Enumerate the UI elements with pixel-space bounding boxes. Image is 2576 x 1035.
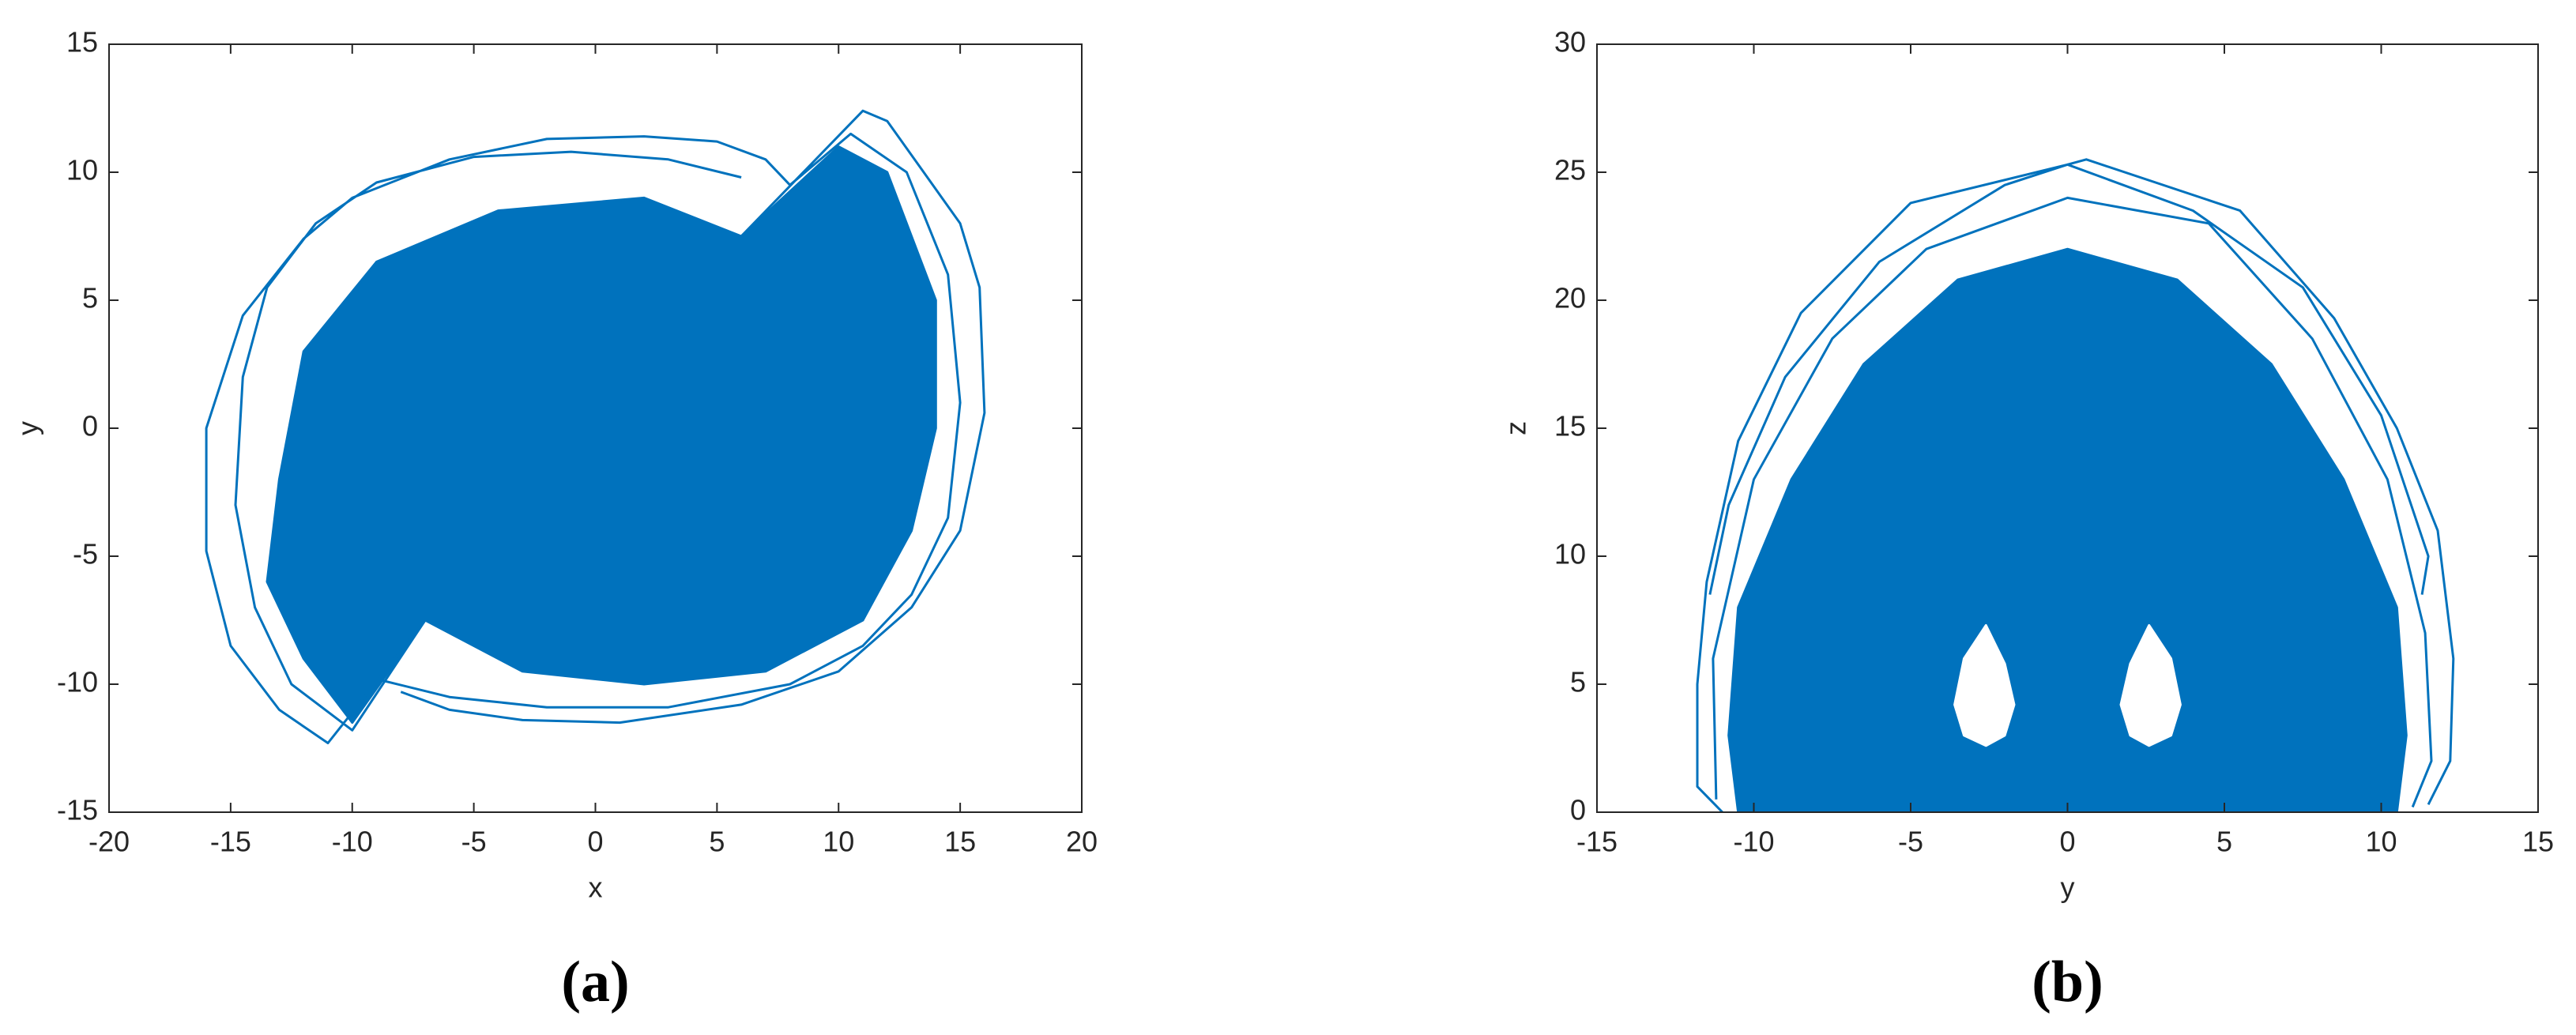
plot-area [205,109,986,744]
y-tick-label: 0 [1570,794,1586,826]
x-tick-label: -20 [89,826,130,858]
x-tick-label: 10 [2365,826,2397,858]
y-tick-label: 25 [1554,154,1586,186]
attractor-region [266,145,937,724]
y-tick-label: 15 [1554,410,1586,442]
x-tick-label: 20 [1066,826,1098,858]
x-tick-label: -15 [1576,826,1618,858]
y-tick-label: 10 [1554,538,1586,570]
attractor-region [2119,624,2182,747]
y-tick-label: 10 [66,154,98,186]
y-tick-label: 5 [82,282,98,314]
x-tick-label: -5 [461,826,487,858]
x-tick-label: -15 [210,826,251,858]
x-tick-label: -5 [1898,826,1923,858]
y-tick-label: -10 [57,666,98,698]
x-axis-label: x [589,871,603,904]
x-tick-label: 5 [2216,826,2232,858]
x-tick-label: 10 [823,826,854,858]
y-axis-label: y [12,421,44,435]
y-tick-label: 20 [1554,282,1586,314]
x-tick-label: 15 [944,826,976,858]
attractor-region [1727,247,2408,812]
y-tick-label: 15 [66,26,98,58]
trajectory [1696,158,2455,812]
y-tick-label: 30 [1554,26,1586,58]
y-axis-label: z [1500,421,1532,435]
plot-area [1696,158,2455,812]
x-tick-label: 5 [709,826,725,858]
y-tick-label: 5 [1570,666,1586,698]
panel-label: (b) [2032,950,2103,1014]
x-axis-label: y [2061,871,2075,904]
x-tick-label: 15 [2522,826,2554,858]
attractor-region [1953,624,2016,747]
x-tick-label: -10 [332,826,373,858]
panel-label: (a) [561,950,629,1014]
x-tick-label: 0 [2059,826,2075,858]
y-tick-label: -5 [73,538,98,570]
x-tick-label: 0 [587,826,603,858]
x-tick-label: -10 [1733,826,1774,858]
y-tick-label: 0 [82,410,98,442]
y-tick-label: -15 [57,794,98,826]
trajectory [205,109,986,744]
